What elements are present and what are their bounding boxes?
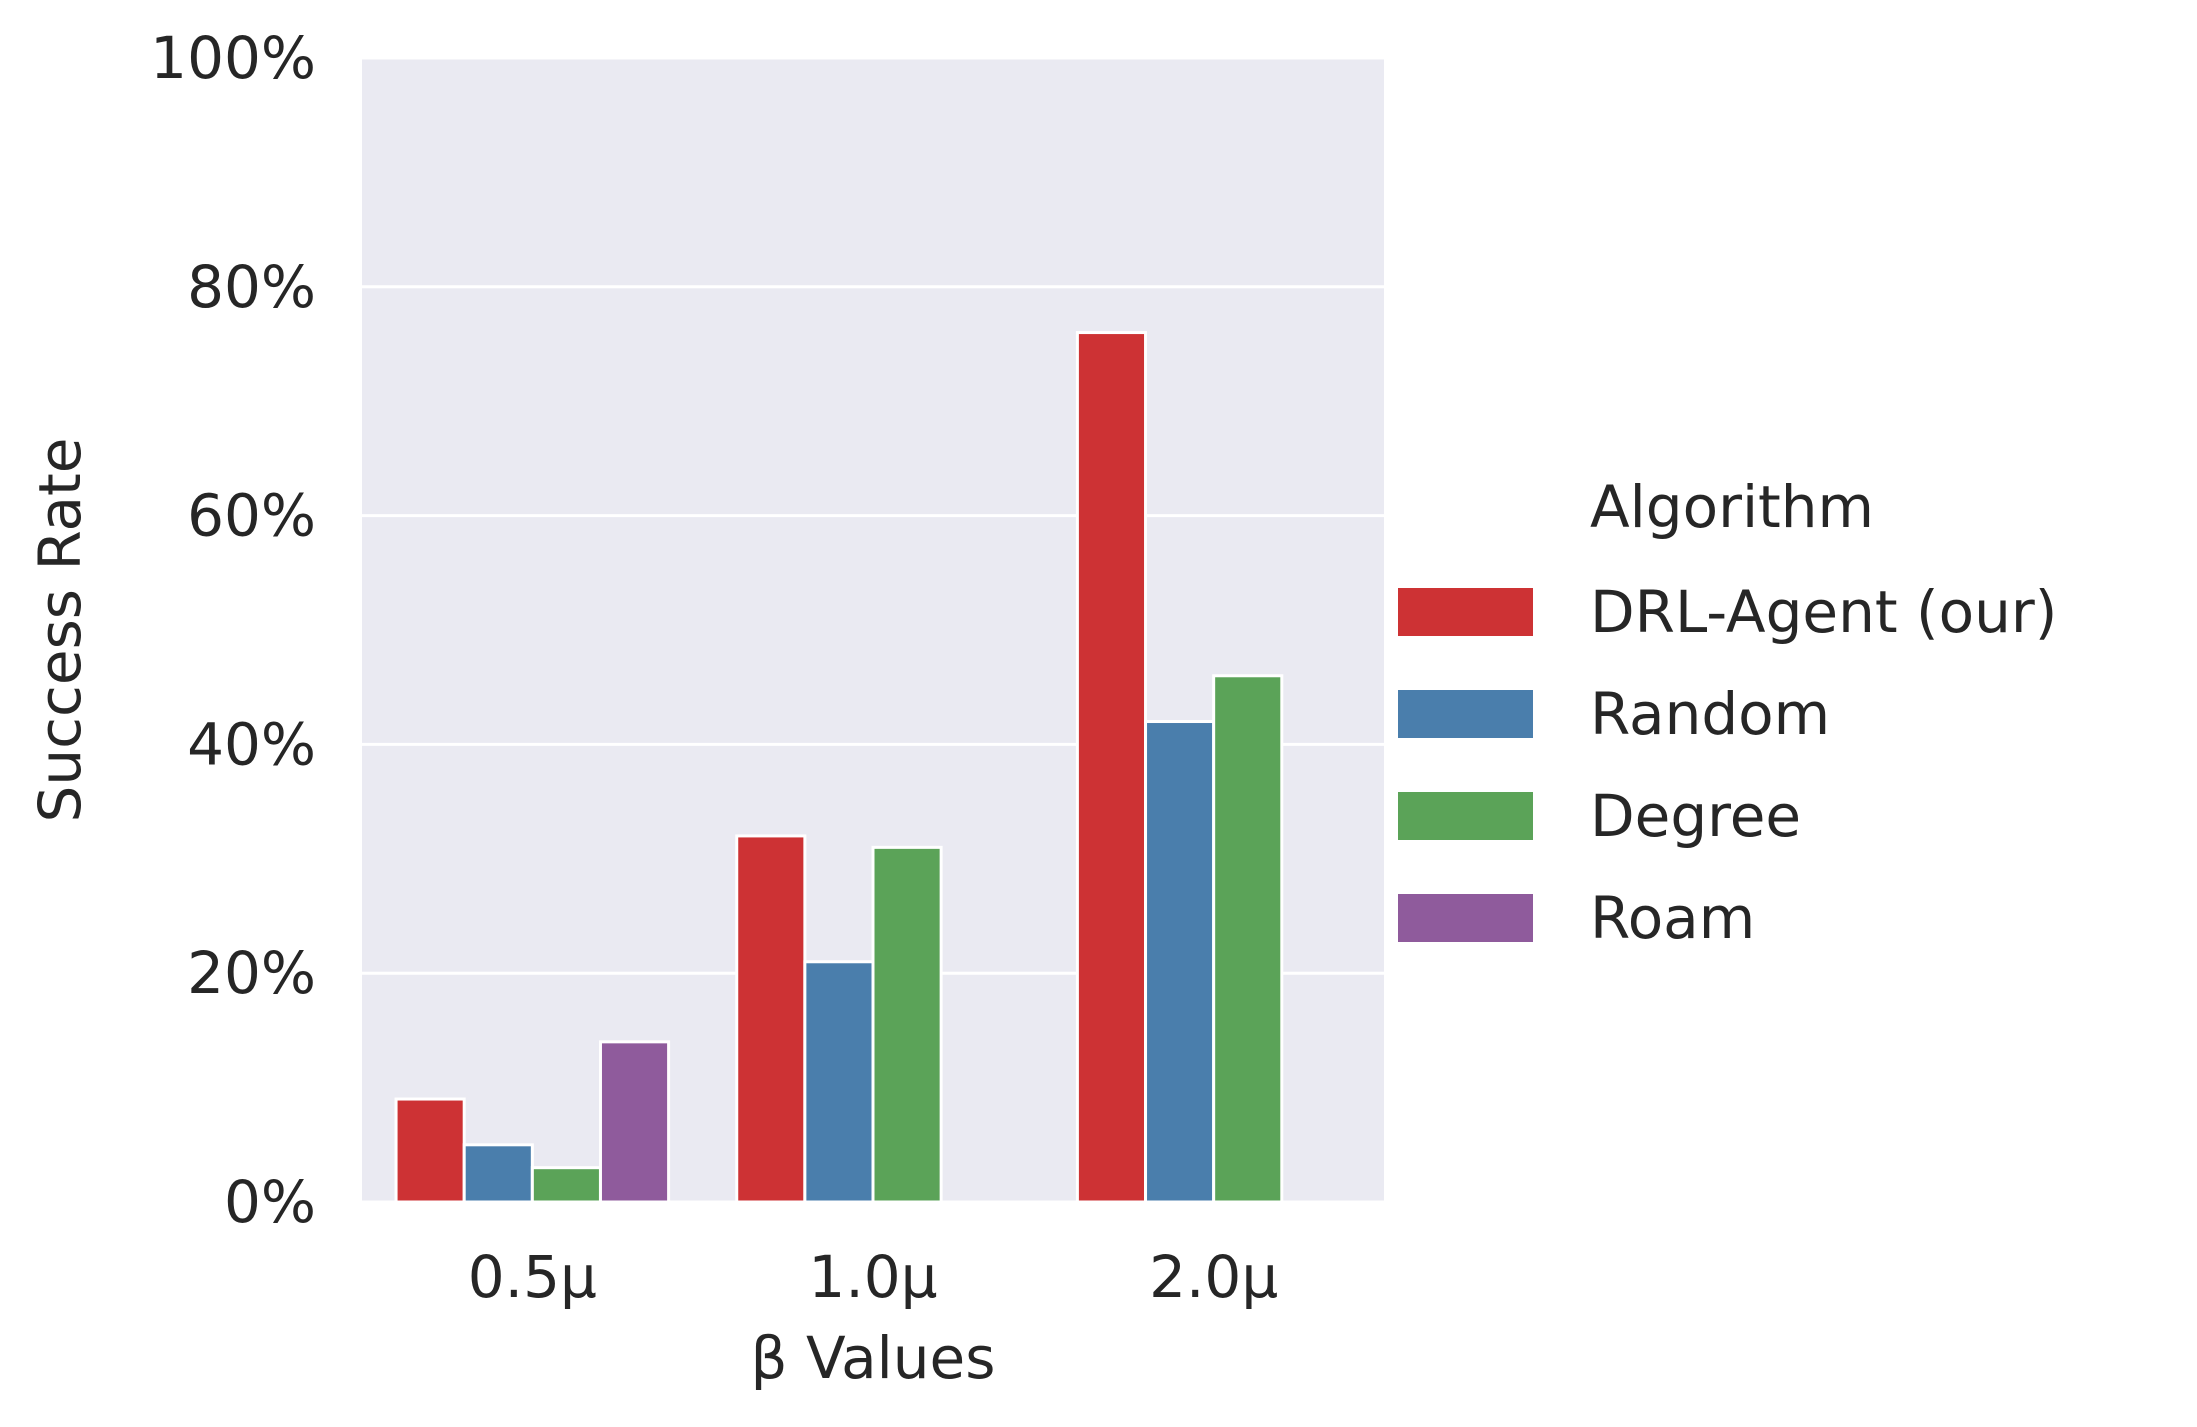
legend-items: DRL-Agent (our) Random Degree Roam <box>1398 578 2057 952</box>
y-tick-label: 20% <box>187 939 316 1007</box>
y-tick-label: 40% <box>187 710 316 778</box>
bar <box>598 1040 671 1204</box>
legend-title: Algorithm <box>1590 473 1874 541</box>
legend-label: Roam <box>1590 884 1755 952</box>
bar <box>530 1166 602 1204</box>
legend: Algorithm DRL-Agent (our) Random Degree Roa… <box>1398 473 2057 952</box>
x-tick-label: 0.5μ <box>468 1243 597 1311</box>
bar <box>394 1097 466 1204</box>
bar <box>1212 674 1284 1204</box>
legend-label: DRL-Agent (our) <box>1590 578 2057 646</box>
x-tick-label: 1.0μ <box>808 1243 937 1311</box>
bar <box>803 960 875 1204</box>
legend-label: Degree <box>1590 782 1801 850</box>
bars <box>394 331 1284 1204</box>
y-tick-label: 60% <box>187 482 316 550</box>
x-tick-labels: 0.5μ 1.0μ 2.0μ <box>468 1243 1278 1311</box>
y-tick-labels: 0% 20% 40% 60% 80% 100% <box>150 24 316 1236</box>
legend-label: Random <box>1590 680 1830 748</box>
legend-swatch <box>1398 792 1533 840</box>
legend-swatch <box>1398 690 1533 738</box>
legend-swatch <box>1398 588 1533 636</box>
legend-swatch <box>1398 894 1533 942</box>
bar <box>1144 720 1216 1204</box>
y-tick-label: 100% <box>150 24 316 92</box>
bar <box>462 1143 534 1204</box>
bar <box>871 845 943 1204</box>
y-tick-label: 0% <box>224 1168 316 1236</box>
y-tick-label: 80% <box>187 253 316 321</box>
y-axis-label: Success Rate <box>26 438 94 823</box>
x-tick-label: 2.0μ <box>1149 1243 1278 1311</box>
bar <box>735 834 807 1204</box>
bar <box>1075 331 1148 1204</box>
x-axis-label: β Values <box>751 1324 996 1392</box>
